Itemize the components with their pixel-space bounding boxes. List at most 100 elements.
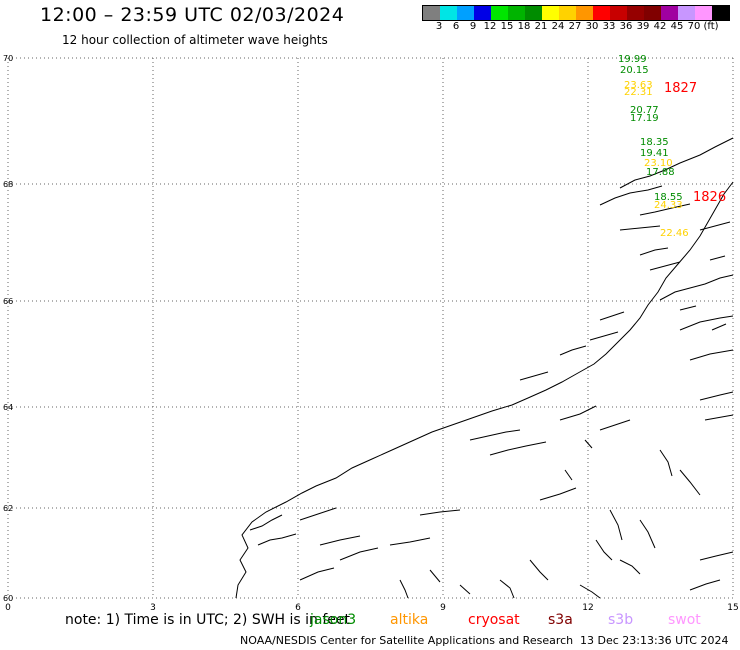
wave-height-label: 24.33: [654, 200, 683, 211]
coastline-segment: [599, 311, 625, 321]
wave-height-label: 22.31: [624, 87, 653, 98]
colorbar-swatch: [678, 6, 695, 20]
satellite-legend-swot: swot: [668, 612, 701, 628]
wave-height-colorbar: [422, 5, 730, 21]
x-tick-label: 12: [582, 603, 593, 613]
wave-height-label: 19.41: [640, 148, 669, 159]
credit-line: NOAA/NESDIS Center for Satellite Applica…: [240, 634, 574, 647]
wave-height-label: 17.19: [630, 113, 659, 124]
colorbar-label: 33: [602, 21, 616, 32]
coastline-segment: [639, 203, 691, 216]
coastline-segment: [235, 181, 734, 599]
x-tick-label: 0: [5, 603, 11, 613]
coastline-segment: [639, 519, 656, 549]
coastline-segment: [584, 439, 593, 449]
colorbar-label: 45: [670, 21, 684, 32]
colorbar-swatch: [423, 6, 440, 20]
y-tick-label: 62: [3, 504, 13, 513]
x-tick-label: 9: [440, 603, 446, 613]
colorbar-label: 39: [636, 21, 650, 32]
colorbar-swatch: [559, 6, 576, 20]
lat-lon-grid: [7, 57, 734, 599]
coastline-segment: [599, 185, 663, 206]
wave-height-label: 1826: [693, 190, 726, 205]
coastline-segment: [257, 533, 297, 546]
colorbar-label: 12: [483, 21, 497, 32]
colorbar-label: 42: [653, 21, 667, 32]
coastline-segment: [299, 507, 337, 521]
coastline: [235, 137, 734, 599]
coastline-segment: [689, 579, 721, 591]
coastline-segment: [589, 331, 619, 341]
wave-height-label: 17.88: [646, 167, 675, 178]
coastline-segment: [599, 419, 631, 431]
colorbar-swatch: [491, 6, 508, 20]
coastline-segment: [579, 584, 601, 599]
colorbar-swatch: [525, 6, 542, 20]
colorbar-label: 6: [452, 21, 460, 32]
coastline-segment: [299, 567, 335, 581]
coastline-segment: [649, 261, 681, 271]
y-tick-label: 70: [3, 54, 13, 63]
y-tick-label: 60: [3, 594, 13, 603]
colorbar-swatch: [593, 6, 610, 20]
coastline-segment: [699, 221, 731, 231]
coastline-segment: [339, 547, 379, 561]
coastline-segment: [619, 559, 641, 575]
y-tick-label: 68: [3, 180, 13, 189]
footnote: note: 1) Time is in UTC; 2) SWH is in fe…: [65, 612, 351, 628]
coastline-segment: [659, 274, 734, 301]
coastline-segment: [704, 414, 734, 421]
coastline-segment: [489, 441, 547, 456]
colorbar-swatch: [542, 6, 559, 20]
wave-height-label: 18.55: [654, 192, 683, 203]
coastline-segment: [699, 551, 734, 561]
coastline-segment: [429, 569, 441, 583]
coastline-segment: [539, 487, 577, 501]
coastline-segment: [659, 449, 673, 477]
coastline-segment: [679, 469, 701, 496]
wave-height-label: 22.46: [660, 228, 689, 239]
colorbar-label: 3: [435, 21, 443, 32]
coastline-segment: [619, 137, 734, 189]
colorbar-swatch: [508, 6, 525, 20]
coastline-segment: [249, 514, 283, 531]
colorbar-swatch: [627, 6, 644, 20]
y-tick-label: 64: [3, 403, 13, 412]
coastline-segment: [609, 509, 623, 541]
credit-date: 13 Dec 23:13:36 UTC 2024: [580, 634, 729, 647]
wave-height-label: 20.15: [620, 65, 649, 76]
coastline-segment: [699, 391, 734, 401]
chart-subtitle: 12 hour collection of altimeter wave hei…: [62, 33, 328, 47]
colorbar-swatch: [610, 6, 627, 20]
satellite-legend-altika: altika: [390, 612, 429, 628]
coastline-segment: [419, 509, 461, 516]
wave-height-label: 19.99: [618, 54, 647, 65]
coastline-segment: [679, 315, 734, 331]
coastline-segment: [319, 535, 361, 546]
x-tick-label: 6: [295, 603, 301, 613]
coastline-segment: [389, 537, 431, 546]
colorbar-label: 36: [619, 21, 633, 32]
coastline-segment: [459, 584, 471, 595]
y-tick-label: 66: [3, 297, 13, 306]
coastline-segment: [559, 405, 597, 421]
colorbar-swatch: [712, 6, 729, 20]
coastline-segment: [595, 539, 613, 561]
satellite-legend-s3a: s3a: [548, 612, 573, 628]
satellite-legend-s3b: s3b: [608, 612, 634, 628]
colorbar-label: 9: [469, 21, 477, 32]
coastline-segment: [399, 579, 409, 599]
colorbar-swatch: [661, 6, 678, 20]
colorbar-swatch: [695, 6, 712, 20]
colorbar-label: 15: [500, 21, 514, 32]
wave-height-label: 23.63: [624, 80, 653, 91]
coastline-segment: [679, 305, 697, 311]
satellite-legend-cryosat: cryosat: [468, 612, 520, 628]
colorbar-swatch: [644, 6, 661, 20]
coastline-segment: [711, 323, 727, 331]
colorbar-label: 70: [687, 21, 701, 32]
coastline-segment: [519, 371, 549, 381]
coastline-segment: [564, 469, 573, 481]
